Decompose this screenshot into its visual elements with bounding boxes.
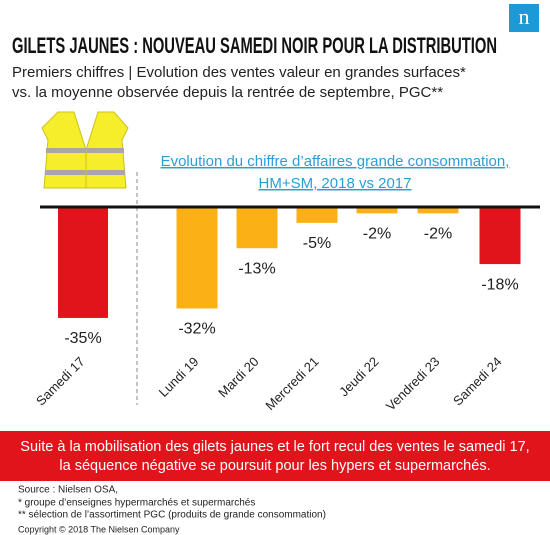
bar [356, 207, 398, 214]
chart-title: Evolution du chiffre d’affaires grande c… [161, 153, 510, 170]
title: GILETS JAUNES : NOUVEAU SAMEDI NOIR POUR… [12, 33, 497, 58]
bar [479, 207, 521, 265]
value-label: -13% [238, 260, 275, 277]
footnote: * groupe d’enseignes hypermarchés et sup… [18, 498, 255, 509]
vest-icon [41, 111, 129, 189]
value-label: -32% [178, 321, 215, 338]
value-label: -2% [424, 226, 452, 243]
value-label: -2% [363, 226, 391, 243]
value-label: -5% [303, 235, 331, 252]
footnote: Source : Nielsen OSA, [18, 485, 118, 496]
bar [296, 207, 338, 223]
subtitle: vs. la moyenne observée depuis la rentré… [12, 84, 443, 101]
subtitle: Premiers chiffres | Evolution des ventes… [12, 64, 466, 81]
bar [176, 207, 218, 309]
bar [236, 207, 278, 249]
value-label: -35% [64, 330, 101, 347]
bar [417, 207, 459, 214]
banner-text: Suite à la mobilisation des gilets jaune… [20, 439, 529, 455]
banner-text: la séquence négative se poursuit pour le… [59, 458, 490, 474]
banner [0, 431, 550, 481]
value-label: -18% [481, 276, 518, 293]
bar [58, 207, 108, 318]
chart-title: HM+SM, 2018 vs 2017 [259, 175, 412, 192]
logo: n [519, 4, 530, 29]
copyright: Copyright © 2018 The Nielsen Company [18, 524, 180, 534]
logo-box [509, 4, 539, 32]
footnote: ** sélection de l’assortiment PGC (produ… [18, 510, 326, 521]
